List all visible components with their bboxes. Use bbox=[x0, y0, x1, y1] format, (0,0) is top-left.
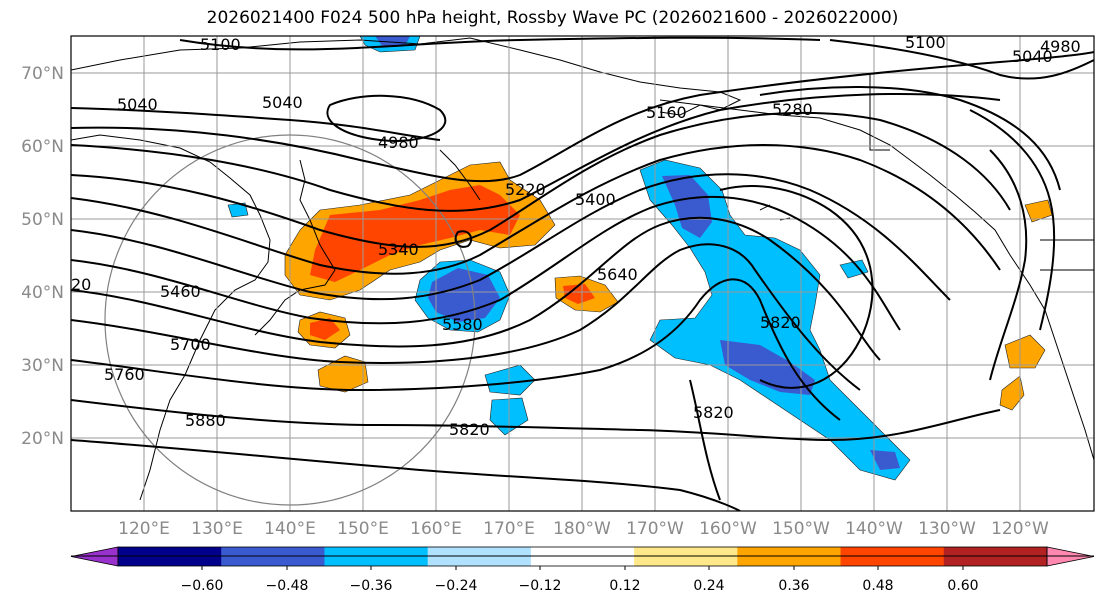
colorbar-tick-label: −0.48 bbox=[266, 578, 309, 594]
contour-label: 5580 bbox=[442, 315, 483, 334]
lon-label: 160°E bbox=[410, 519, 462, 539]
lat-label-20n: 20°N bbox=[21, 429, 64, 449]
contour-label: 5820 bbox=[693, 403, 734, 422]
lat-label-30n: 30°N bbox=[21, 356, 64, 376]
colorbar-tick-label: −0.12 bbox=[519, 578, 562, 594]
contour-label: 5040 bbox=[117, 95, 158, 114]
lat-label-50n: 50°N bbox=[21, 210, 64, 230]
negative-anomaly-east-core bbox=[870, 450, 900, 470]
lon-label: 120°W bbox=[991, 519, 1049, 539]
colorbar-tick-label: 0.48 bbox=[862, 578, 893, 594]
contour-label: 5640 bbox=[597, 265, 638, 284]
colorbar-segments bbox=[70, 546, 1095, 570]
colorbar-tick-label: 0.24 bbox=[693, 578, 724, 594]
contour-labels: 5100 4980 5040 5040 5040 5100 4980 5160 … bbox=[71, 33, 1081, 439]
contour-label: 5280 bbox=[772, 100, 813, 119]
contour-label: 5700 bbox=[170, 335, 211, 354]
map-title: 2026021400 F024 500 hPa height, Rossby W… bbox=[206, 8, 899, 28]
colorbar-ticks: −0.60 −0.48 −0.36 −0.24 −0.12 0.12 0.24 … bbox=[181, 578, 979, 594]
lat-label-70n: 70°N bbox=[21, 64, 64, 84]
longitude-labels: 120°E 130°E 140°E 150°E 160°E 170°E 180°… bbox=[118, 519, 1049, 539]
lon-label: 180°W bbox=[553, 519, 611, 539]
contour-label: 4980 bbox=[378, 133, 419, 152]
map-frame bbox=[70, 35, 1095, 512]
height-contours bbox=[71, 36, 1094, 511]
positive-anomaly-us-southwest bbox=[999, 375, 1025, 411]
colorbar-tick-label: 0.12 bbox=[609, 578, 640, 594]
lon-label: 170°E bbox=[483, 519, 535, 539]
colorbar-tick-label: 0.36 bbox=[778, 578, 809, 594]
lon-label: 170°W bbox=[626, 519, 684, 539]
lat-label-60n: 60°N bbox=[21, 137, 64, 157]
lon-label: 150°E bbox=[337, 519, 389, 539]
contour-label: 5220 bbox=[505, 180, 546, 199]
negative-anomaly-dateline-core bbox=[428, 268, 500, 322]
colorbar-tick-label: −0.36 bbox=[350, 578, 393, 594]
contour-label: 5040 bbox=[1012, 47, 1053, 66]
contour-label: 5100 bbox=[905, 33, 946, 52]
contour-label: 5820 bbox=[760, 313, 801, 332]
contour-label: 5100 bbox=[200, 35, 241, 54]
colorbar: −0.60 −0.48 −0.36 −0.24 −0.12 0.12 0.24 … bbox=[70, 546, 1095, 594]
contour-label: 5040 bbox=[262, 93, 303, 112]
negative-anomaly-south bbox=[484, 364, 536, 396]
contour-label: 20 bbox=[71, 275, 91, 294]
lon-label: 150°W bbox=[772, 519, 830, 539]
contour-label: 5880 bbox=[185, 411, 226, 430]
negative-anomaly-subtropical-core bbox=[720, 340, 815, 395]
positive-anomaly-japan-south-core bbox=[310, 318, 340, 340]
lon-label: 130°W bbox=[918, 519, 976, 539]
lon-label: 160°W bbox=[699, 519, 757, 539]
negative-anomaly-gulf-core bbox=[662, 175, 712, 238]
contour-label: 5340 bbox=[378, 240, 419, 259]
negative-anomaly-arctic-core bbox=[375, 36, 410, 46]
positive-anomaly-dateline-core bbox=[563, 284, 595, 304]
contour-label: 5160 bbox=[646, 103, 687, 122]
negative-anomaly-east-small bbox=[839, 259, 869, 279]
lon-label: 140°E bbox=[264, 519, 316, 539]
positive-anomaly-us-west bbox=[1004, 334, 1046, 369]
contour-label: 5460 bbox=[160, 282, 201, 301]
lon-label: 120°E bbox=[118, 519, 170, 539]
lat-label-40n: 40°N bbox=[21, 283, 64, 303]
negative-anomaly-gulf-trough bbox=[639, 159, 911, 481]
contour-label: 4980 bbox=[1040, 37, 1081, 56]
colorbar-tick-label: −0.60 bbox=[181, 578, 224, 594]
contour-label: 5820 bbox=[449, 420, 490, 439]
colorbar-tick-label: 0.60 bbox=[947, 578, 978, 594]
lon-label: 140°W bbox=[845, 519, 903, 539]
contour-label: 5760 bbox=[104, 365, 145, 384]
colorbar-tick-label: −0.24 bbox=[435, 578, 478, 594]
lon-label: 130°E bbox=[191, 519, 243, 539]
latitude-labels: 70°N 60°N 50°N 40°N 30°N 20°N bbox=[21, 64, 64, 449]
contour-label: 5400 bbox=[575, 190, 616, 209]
